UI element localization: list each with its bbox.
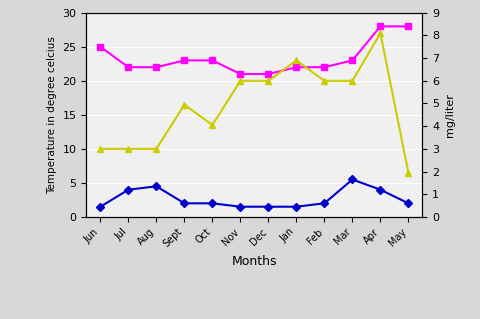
Line: Water temperature: Water temperature bbox=[97, 24, 411, 77]
Carbon Dioxide bbox=[97, 147, 103, 151]
Water temperature bbox=[154, 65, 159, 69]
Carbon Dioxide bbox=[125, 147, 131, 151]
Water temperature bbox=[406, 25, 411, 28]
Carbon Dioxide bbox=[209, 123, 215, 127]
Dissolved Oxygen bbox=[97, 205, 103, 209]
Water temperature bbox=[97, 45, 103, 49]
Water temperature bbox=[322, 65, 327, 69]
Dissolved Oxygen bbox=[265, 205, 271, 209]
Carbon Dioxide bbox=[154, 147, 159, 151]
Carbon Dioxide bbox=[238, 79, 243, 83]
X-axis label: Months: Months bbox=[232, 255, 277, 268]
Line: Carbon Dioxide: Carbon Dioxide bbox=[97, 30, 412, 176]
Line: Dissolved Oxygen: Dissolved Oxygen bbox=[97, 177, 411, 210]
Water temperature bbox=[377, 25, 383, 28]
Carbon Dioxide bbox=[265, 79, 271, 83]
Carbon Dioxide bbox=[181, 103, 187, 107]
Dissolved Oxygen bbox=[377, 188, 383, 192]
Water temperature bbox=[209, 58, 215, 62]
Dissolved Oxygen bbox=[349, 178, 355, 182]
Water temperature bbox=[293, 65, 300, 69]
Carbon Dioxide bbox=[322, 79, 327, 83]
Dissolved Oxygen bbox=[209, 201, 215, 205]
Water temperature bbox=[238, 72, 243, 76]
Dissolved Oxygen bbox=[293, 205, 300, 209]
Carbon Dioxide bbox=[349, 79, 355, 83]
Y-axis label: Temperature in degree celcius: Temperature in degree celcius bbox=[47, 36, 57, 194]
Carbon Dioxide bbox=[406, 171, 411, 174]
Dissolved Oxygen bbox=[154, 184, 159, 188]
Dissolved Oxygen bbox=[322, 201, 327, 205]
Water temperature bbox=[349, 58, 355, 62]
Water temperature bbox=[265, 72, 271, 76]
Y-axis label: mg/liter: mg/liter bbox=[445, 93, 455, 137]
Dissolved Oxygen bbox=[406, 201, 411, 205]
Water temperature bbox=[125, 65, 131, 69]
Water temperature bbox=[181, 58, 187, 62]
Carbon Dioxide bbox=[293, 58, 300, 62]
Dissolved Oxygen bbox=[181, 201, 187, 205]
Dissolved Oxygen bbox=[125, 188, 131, 192]
Dissolved Oxygen bbox=[238, 205, 243, 209]
Carbon Dioxide bbox=[377, 31, 383, 35]
